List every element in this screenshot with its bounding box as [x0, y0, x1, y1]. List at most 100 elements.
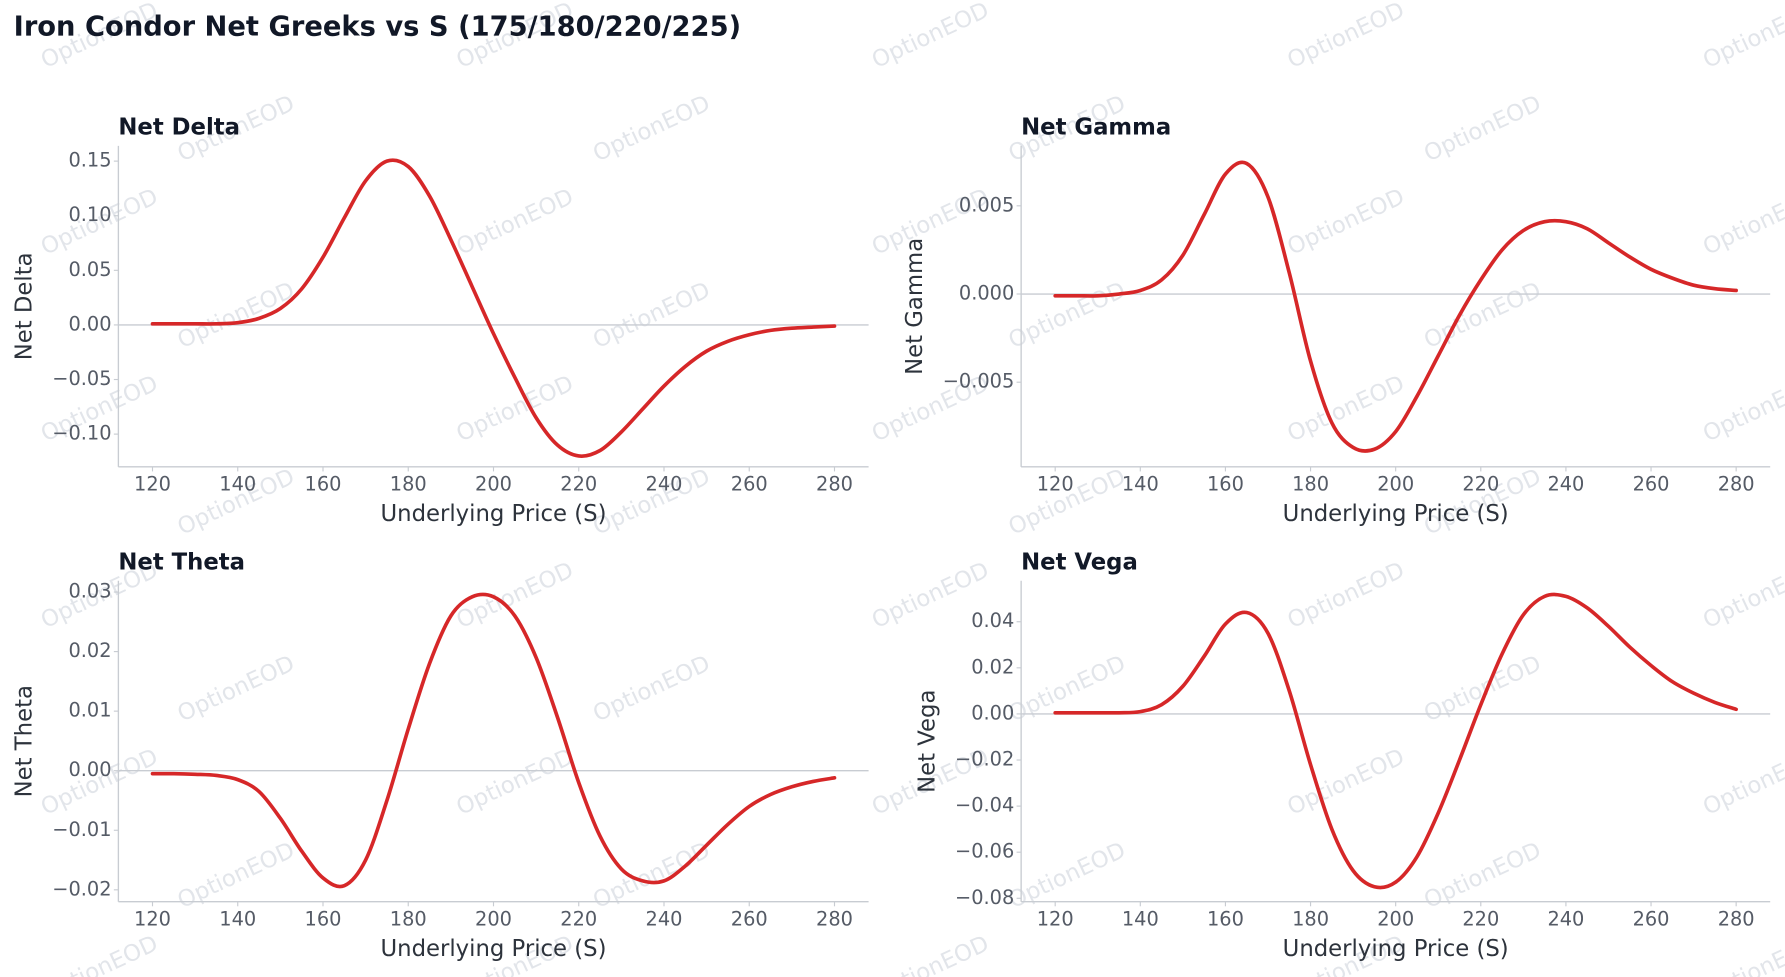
watermark: OptionEOD — [1005, 651, 1130, 728]
watermark: OptionEOD — [868, 0, 993, 74]
y-tick-label: 0.000 — [959, 282, 1014, 305]
x-tick-label: 240 — [1547, 907, 1584, 930]
y-tick-label: 0.01 — [68, 699, 111, 722]
watermark: OptionEOD — [1699, 931, 1785, 977]
y-tick-label: −0.005 — [943, 370, 1015, 393]
watermark: OptionEOD — [1005, 277, 1130, 354]
x-tick-label: 140 — [1122, 473, 1159, 496]
watermark: OptionEOD — [868, 931, 993, 977]
x-tick-label: 140 — [219, 473, 256, 496]
x-tick-label: 260 — [1633, 473, 1670, 496]
x-tick-label: 260 — [1633, 907, 1670, 930]
watermark: OptionEOD — [1699, 557, 1785, 634]
x-tick-label: 140 — [219, 907, 256, 930]
x-tick-label: 280 — [1718, 907, 1755, 930]
x-axis-label: Underlying Price (S) — [381, 501, 607, 527]
watermark: OptionEOD — [174, 651, 299, 728]
y-tick-label: −0.01 — [52, 818, 111, 841]
x-tick-label: 200 — [1377, 473, 1414, 496]
x-tick-label: 240 — [646, 473, 683, 496]
subplot-title: Net Delta — [118, 114, 240, 140]
greek-line — [150, 158, 837, 458]
watermark: OptionEOD — [453, 184, 578, 261]
x-tick-label: 160 — [305, 907, 342, 930]
y-tick-label: 0.10 — [68, 203, 111, 226]
x-tick-label: 180 — [390, 473, 427, 496]
y-tick-label: 0.00 — [68, 312, 111, 335]
subplot: Net Theta 120 140 160 180 200 220 240 260 280 −0.0… — [12, 549, 869, 962]
watermark: OptionEOD — [453, 371, 578, 448]
watermark: OptionEOD — [1284, 184, 1409, 261]
x-tick-label: 180 — [1292, 473, 1329, 496]
watermark: OptionEOD — [589, 277, 714, 354]
x-tick-label: 280 — [816, 473, 853, 496]
x-tick-label: 260 — [731, 907, 768, 930]
y-tick-label: −0.10 — [52, 422, 111, 445]
x-tick-label: 280 — [1718, 473, 1755, 496]
figure-title: Iron Condor Net Greeks vs S (175/180/220… — [14, 11, 741, 42]
x-tick-label: 200 — [475, 473, 512, 496]
x-tick-label: 220 — [560, 473, 597, 496]
y-tick-label: 0.005 — [959, 193, 1014, 216]
watermark: OptionEOD — [1420, 837, 1545, 914]
watermark: OptionEOD — [1284, 744, 1409, 821]
x-tick-label: 180 — [390, 907, 427, 930]
subplot: Net Gamma 120 140 160 180 200 220 240 260 280 −0.0… — [902, 114, 1771, 527]
y-tick-label: 0.02 — [68, 639, 111, 662]
watermark: OptionEOD — [1699, 184, 1785, 261]
greek-line — [1053, 160, 1738, 453]
y-tick-label: −0.04 — [955, 794, 1014, 817]
watermark: OptionEOD — [174, 277, 299, 354]
x-tick-label: 220 — [560, 907, 597, 930]
watermark: OptionEOD — [37, 931, 162, 977]
watermark: OptionEOD — [1420, 277, 1545, 354]
y-tick-label: 0.02 — [971, 655, 1014, 678]
greek-line — [1053, 592, 1738, 890]
watermark: OptionEOD — [1699, 371, 1785, 448]
x-tick-label: 260 — [731, 473, 768, 496]
watermark: OptionEOD — [1005, 837, 1130, 914]
greek-line — [150, 592, 837, 889]
subplot-title: Net Gamma — [1021, 114, 1171, 140]
subplot: Net Vega 120 140 160 180 200 220 240 260 280 −0.08… — [914, 549, 1771, 962]
watermark: OptionEOD — [174, 837, 299, 914]
watermark: OptionEOD — [1699, 744, 1785, 821]
y-tick-label: 0.05 — [68, 258, 111, 281]
watermark: OptionEOD — [37, 744, 162, 821]
x-tick-label: 240 — [1547, 473, 1584, 496]
x-tick-label: 220 — [1462, 907, 1499, 930]
x-tick-label: 200 — [475, 907, 512, 930]
subplot-title: Net Theta — [118, 549, 245, 575]
x-tick-label: 200 — [1377, 907, 1414, 930]
x-tick-label: 120 — [134, 473, 171, 496]
watermark: OptionEOD — [1284, 0, 1409, 74]
y-tick-label: 0.15 — [68, 149, 111, 172]
subplot: Net Delta 120 140 160 180 200 220 240 260 280 −0.1… — [12, 114, 869, 527]
x-axis-label: Underlying Price (S) — [1283, 936, 1509, 962]
x-axis-label: Underlying Price (S) — [381, 936, 607, 962]
x-tick-label: 240 — [646, 907, 683, 930]
x-tick-label: 160 — [1207, 473, 1244, 496]
x-tick-label: 120 — [1037, 907, 1074, 930]
y-tick-label: 0.03 — [68, 580, 111, 603]
y-axis-label: Net Vega — [914, 690, 940, 793]
y-tick-label: −0.05 — [52, 367, 111, 390]
y-tick-label: −0.02 — [52, 877, 111, 900]
y-axis-label: Net Theta — [12, 685, 38, 797]
watermark: OptionEOD — [1284, 557, 1409, 634]
y-tick-label: −0.06 — [955, 840, 1014, 863]
y-tick-label: −0.08 — [955, 886, 1014, 909]
x-tick-label: 140 — [1122, 907, 1159, 930]
watermark: OptionEOD — [1699, 0, 1785, 74]
y-axis-label: Net Gamma — [902, 238, 928, 375]
watermark: OptionEOD — [1420, 91, 1545, 168]
y-axis-label: Net Delta — [12, 252, 38, 360]
y-tick-label: 0.04 — [971, 609, 1014, 632]
y-tick-label: 0.00 — [68, 758, 111, 781]
watermark: OptionEOD — [589, 91, 714, 168]
y-tick-label: −0.02 — [955, 748, 1014, 771]
x-tick-label: 120 — [1037, 473, 1074, 496]
